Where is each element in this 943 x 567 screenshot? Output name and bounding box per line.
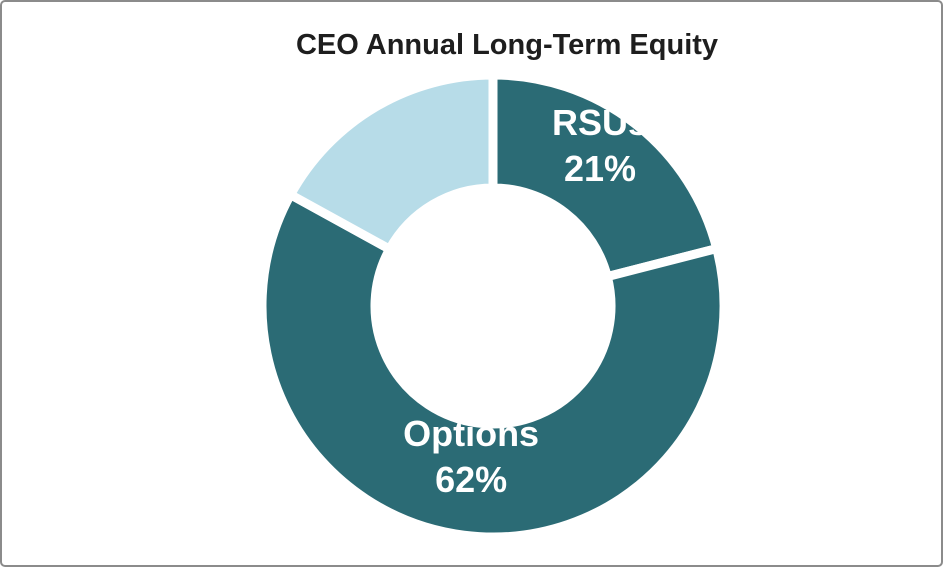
slice-label-options: Options 62%: [403, 413, 539, 500]
pie-slice-rsus: [488, 70, 722, 282]
chart-title: CEO Annual Long-Term Equity: [295, 29, 719, 61]
slice-label-rsus: RSUs 21%: [552, 102, 648, 189]
pie-slice-unlabeled: [286, 70, 498, 254]
pie-slice-options: [257, 190, 729, 542]
